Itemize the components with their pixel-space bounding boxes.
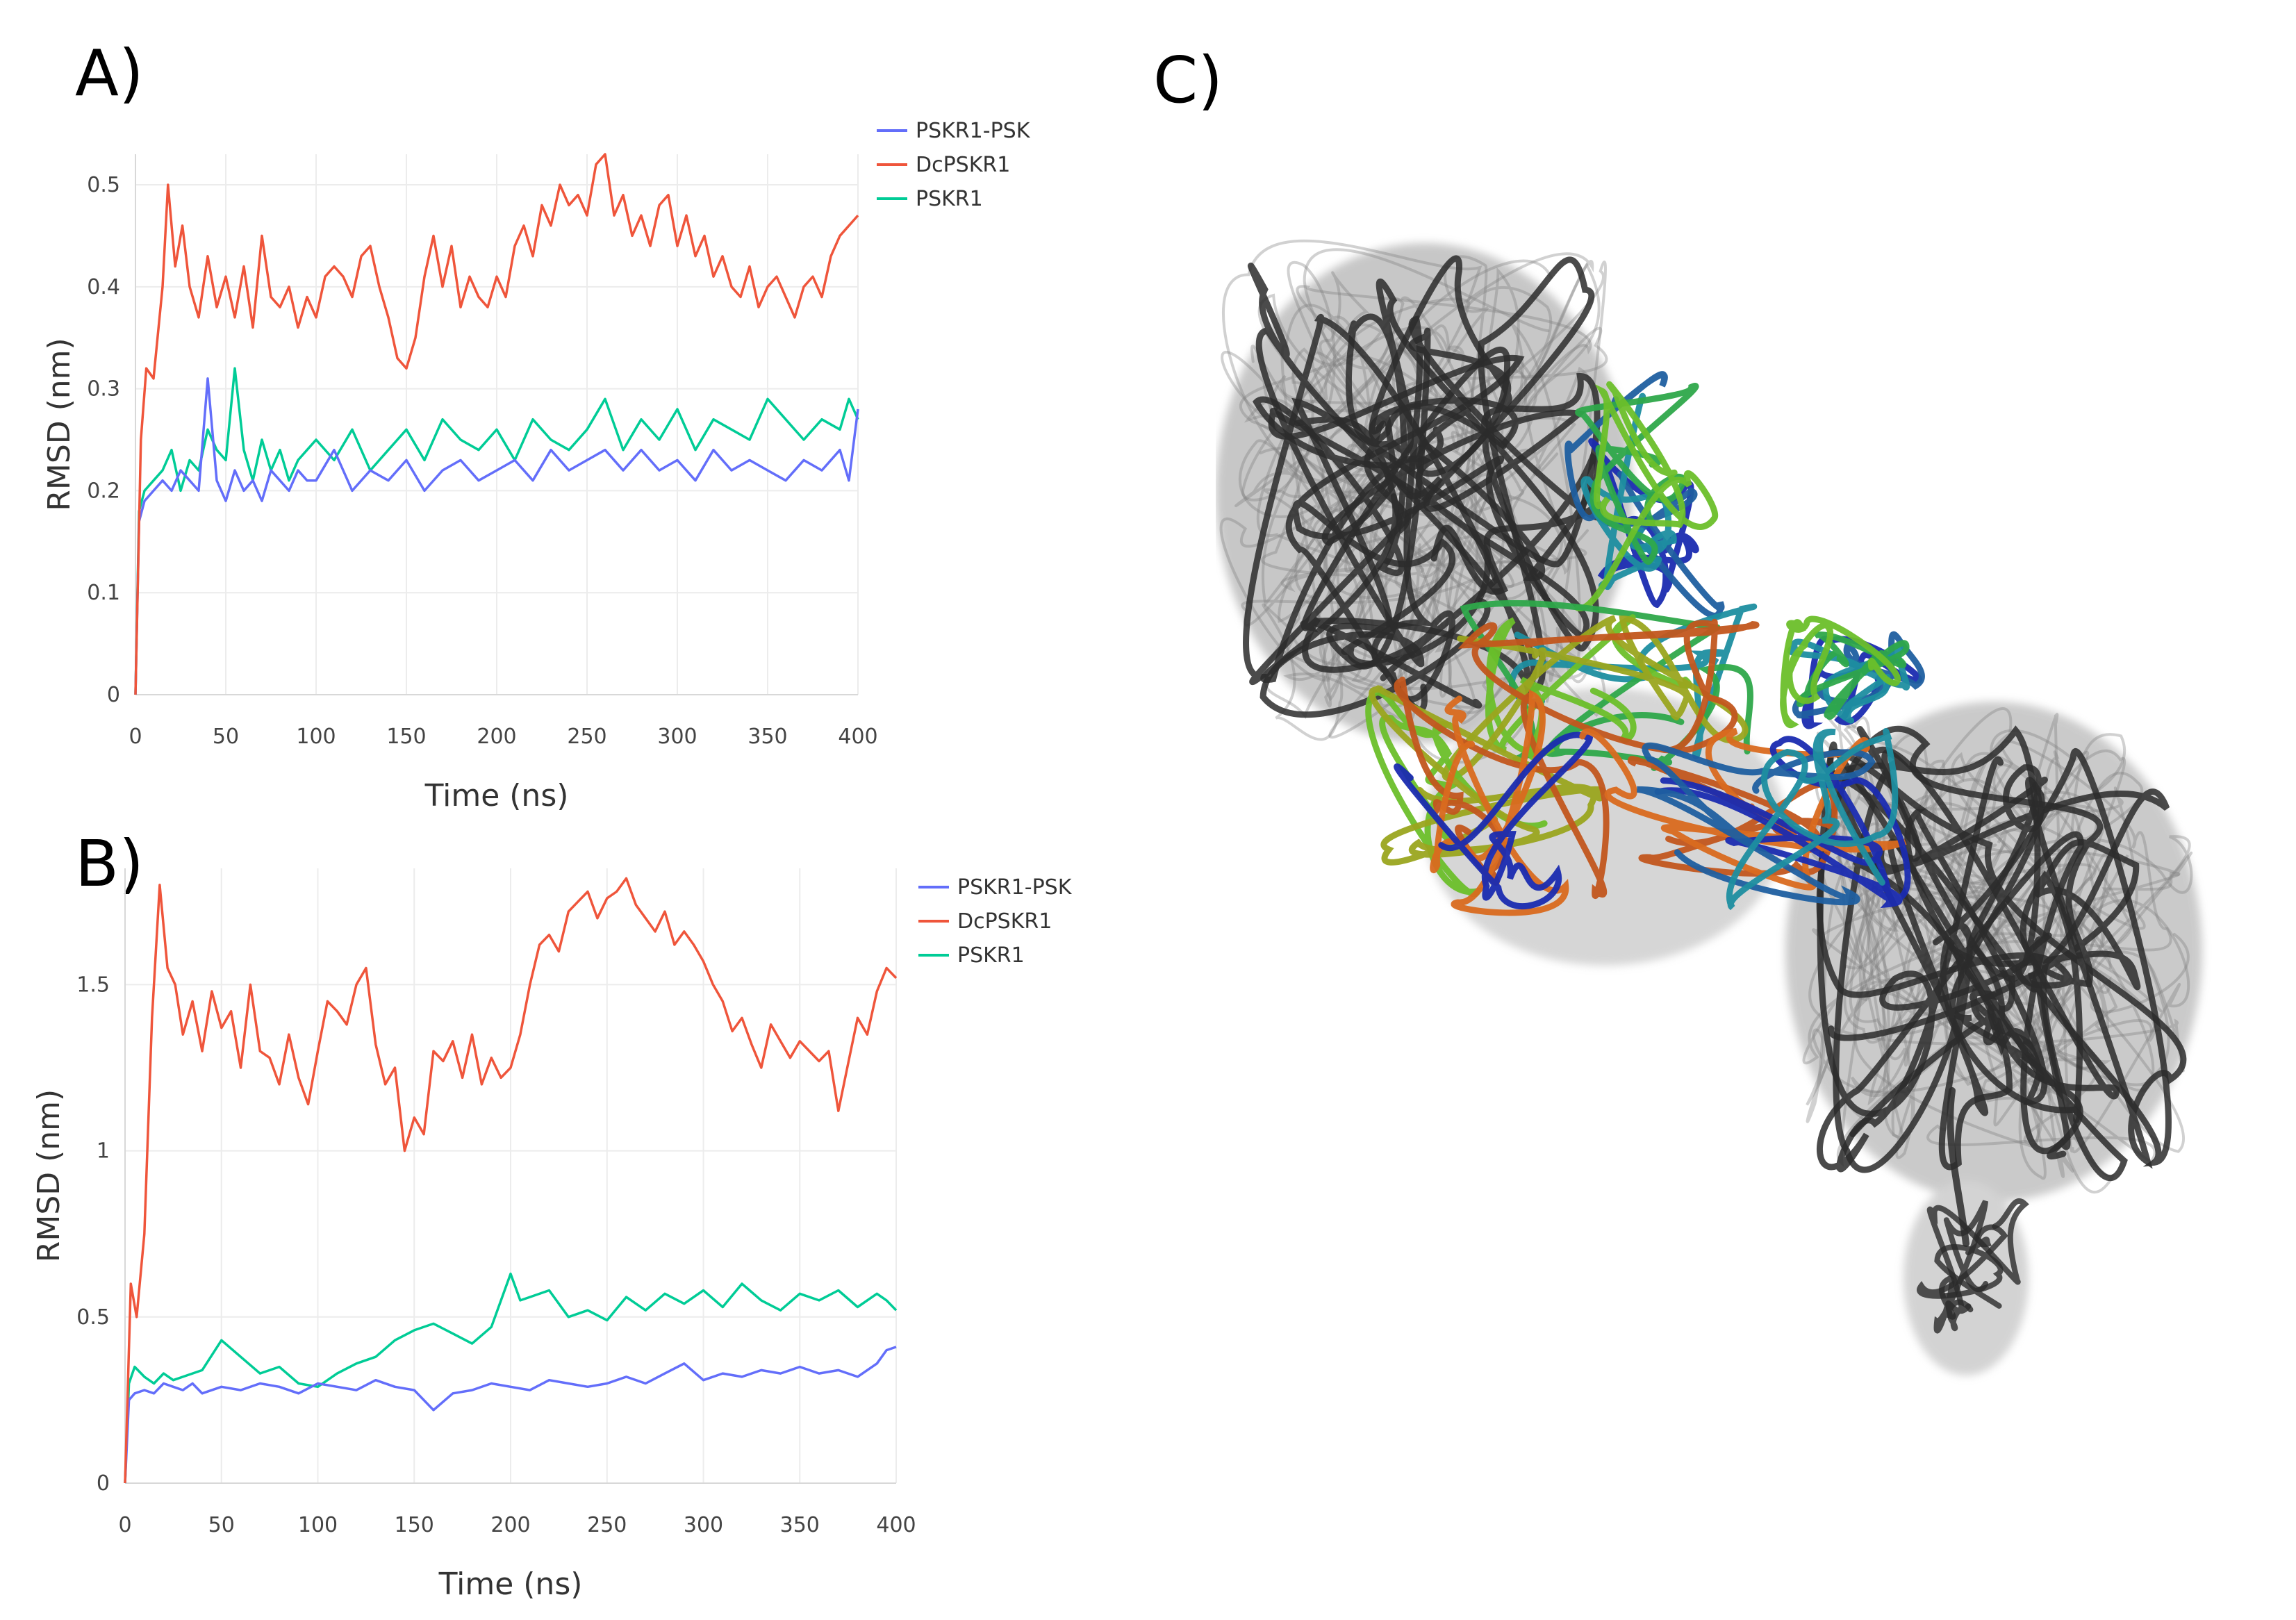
x-tick-label: 300 (657, 725, 697, 749)
colored-trace (1780, 615, 1901, 729)
panel-label-a: A) (75, 36, 144, 110)
ghost-trace (1221, 261, 1492, 698)
x-tick-label: 250 (587, 1513, 627, 1537)
y-axis-title: RMSD (nm) (42, 338, 77, 511)
legend: PSKR1-PSK DcPSKR1 PSKR1 (918, 875, 1073, 968)
x-tick-label: 400 (838, 725, 877, 749)
y-tick-label: 0 (107, 683, 120, 707)
colored-peptide-region (1365, 371, 1925, 916)
colored-trace (1394, 677, 1610, 900)
y-tick-label: 0.5 (87, 173, 120, 197)
colored-trace (1636, 742, 1876, 906)
x-tick-label: 100 (296, 725, 336, 749)
colored-trace (1369, 685, 1605, 866)
y-tick-label: 0.3 (87, 377, 120, 402)
x-tick-label: 50 (208, 1513, 235, 1537)
y-axis-title: RMSD (nm) (31, 1089, 67, 1262)
panel-label-b: B) (75, 827, 144, 901)
x-tick-label: 50 (213, 725, 239, 749)
colored-trace (1574, 381, 1719, 611)
series-line-pskr1 (124, 1272, 898, 1484)
legend-entry: DcPSKR1 (916, 153, 1010, 177)
y-tick-label: 0.4 (87, 275, 120, 299)
x-tick-label: 400 (876, 1513, 916, 1537)
x-tick-label: 300 (684, 1513, 723, 1537)
legend-entry: PSKR1 (957, 943, 1025, 968)
x-tick-label: 0 (118, 1513, 131, 1537)
x-axis-title: Time (ns) (438, 1567, 583, 1602)
grey-backbone-traces (1219, 239, 2193, 1334)
linker-trace (1947, 1087, 1969, 1247)
colored-trace (1726, 728, 1899, 911)
y-tick-label: 0 (97, 1471, 110, 1496)
backbone-trace (1822, 725, 2172, 1173)
x-tick-label: 200 (490, 1513, 530, 1537)
legend-entry: DcPSKR1 (957, 909, 1052, 934)
y-tick-label: 1.5 (76, 973, 110, 997)
backbone-trace (1816, 725, 2141, 1123)
x-tick-label: 350 (780, 1513, 820, 1537)
colored-trace (1579, 728, 1907, 891)
y-tick-label: 0.2 (87, 479, 120, 503)
legend-entry: PSKR1 (916, 187, 983, 211)
gridlines (135, 154, 859, 695)
ghost-trace (1963, 713, 2193, 1154)
series-line-dcpskr1 (124, 877, 898, 1484)
x-tick-label: 200 (477, 725, 516, 749)
backbone-trace (1933, 1200, 1989, 1334)
colored-trace (1654, 736, 1911, 909)
legend-entry: PSKR1-PSK (957, 875, 1073, 900)
ghost-trace (1821, 763, 2170, 1106)
y-tick-label: 1 (97, 1139, 110, 1164)
y-tick-label: 0.1 (87, 581, 120, 605)
x-tick-label: 150 (386, 725, 426, 749)
legend-entry: PSKR1-PSK (916, 119, 1031, 143)
gridlines (124, 868, 897, 1484)
series-line-pskr1 (134, 367, 859, 695)
protein-structure-overlay (1216, 239, 2202, 1375)
ghost-trace (1256, 262, 1601, 703)
x-tick-label: 0 (129, 725, 142, 749)
ghost-trace (1241, 293, 1548, 764)
series-line-pskr1-psk (124, 1346, 897, 1484)
x-tick-label: 250 (567, 725, 606, 749)
colored-trace (1457, 619, 1760, 754)
legend: PSKR1-PSK DcPSKR1 PSKR1 (877, 119, 1031, 211)
x-tick-label: 100 (298, 1513, 338, 1537)
rmsd-chart-b: 0 50 100 150 200 250 300 350 400 0 0.5 1 1.5 Time (ns… (31, 868, 1073, 1602)
x-axis-title: Time (ns) (424, 778, 569, 813)
series-line-pskr1-psk (134, 377, 859, 695)
rmsd-chart-a: 0 50 100 150 200 250 300 350 400 0 0.1 0.2 0.3 0.4 0.5… (42, 119, 1031, 813)
backbone-trace (1243, 256, 1595, 718)
colored-trace (1394, 732, 1594, 909)
backbone-trace (1260, 354, 1590, 713)
x-tick-label: 150 (395, 1513, 434, 1537)
series-line-dcpskr1 (134, 153, 859, 695)
panel-label-c: C) (1153, 43, 1223, 117)
y-tick-label: 0.5 (76, 1305, 110, 1330)
backbone-trace (1827, 726, 2187, 1169)
x-tick-label: 350 (748, 725, 787, 749)
